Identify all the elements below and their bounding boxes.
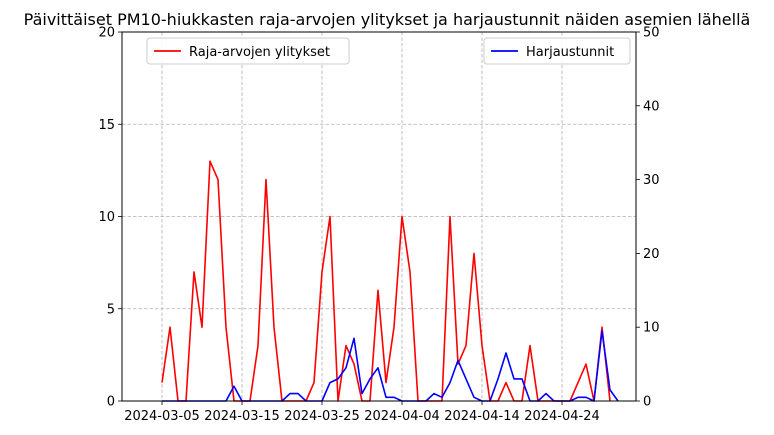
legend-right: Harjaustunnit bbox=[483, 37, 631, 65]
y-right-tick-label: 20 bbox=[643, 247, 660, 262]
grid bbox=[122, 31, 636, 402]
legends: Raja-arvojen ylitykset Harjaustunnit bbox=[146, 37, 631, 65]
y-right-tick-label: 30 bbox=[643, 173, 660, 188]
legend-box bbox=[146, 37, 350, 65]
legend-label: Raja-arvojen ylitykset bbox=[189, 45, 330, 60]
y-right-tick-label: 10 bbox=[643, 321, 660, 336]
y-right-tick-label: 40 bbox=[643, 99, 660, 114]
x-tick-label: 2024-04-14 bbox=[444, 409, 520, 424]
y-right-tick-label: 50 bbox=[643, 26, 660, 41]
x-tick-label: 2024-03-05 bbox=[124, 409, 200, 424]
x-tick-label: 2024-03-25 bbox=[284, 409, 360, 424]
series-line-harjaustunnit bbox=[162, 330, 619, 402]
y-right-tick-label: 0 bbox=[643, 395, 651, 410]
y-left-tick-label: 0 bbox=[107, 395, 115, 410]
y-left-tick-label: 5 bbox=[107, 302, 115, 317]
y-left-tick-label: 10 bbox=[98, 210, 115, 225]
x-tick-label: 2024-04-04 bbox=[364, 409, 440, 424]
chart-title: Päivittäiset PM10-hiukkasten raja-arvoje… bbox=[24, 10, 751, 29]
legend-label: Harjaustunnit bbox=[526, 45, 614, 60]
x-tick-label: 2024-03-15 bbox=[204, 409, 280, 424]
y-left-tick-label: 15 bbox=[98, 118, 115, 133]
series-layer bbox=[161, 160, 619, 402]
legend-left: Raja-arvojen ylitykset bbox=[146, 37, 350, 65]
x-tick-label: 2024-04-24 bbox=[524, 409, 600, 424]
legend-box bbox=[483, 37, 631, 65]
y-left-tick-label: 20 bbox=[98, 26, 115, 41]
axes: 2024-03-05 2024-03-15 2024-03-25 2024-04-04… bbox=[98, 26, 659, 425]
series-line-ylitykset bbox=[161, 160, 611, 402]
